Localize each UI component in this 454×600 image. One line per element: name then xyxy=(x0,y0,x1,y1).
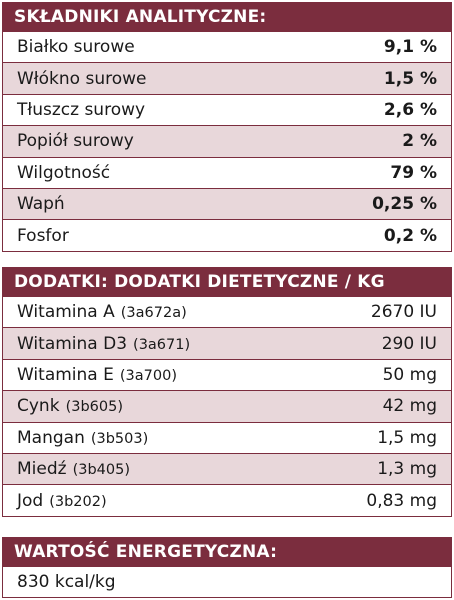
row-value: 50 mg xyxy=(382,364,437,385)
row-label: Jod xyxy=(17,490,44,511)
row-value: 2670 IU xyxy=(370,302,437,323)
row-value: 290 IU xyxy=(381,333,437,354)
table-row: Wapń 0,25 % xyxy=(2,188,452,221)
row-label-group: Cynk (3b605) xyxy=(17,396,123,416)
row-label-group: Witamina A (3a672a) xyxy=(17,302,187,322)
row-label-group: Mangan (3b503) xyxy=(17,428,148,448)
row-code: (3b202) xyxy=(49,493,107,510)
table-row: Mangan (3b503) 1,5 mg xyxy=(2,422,452,454)
row-value: 9,1 % xyxy=(383,37,437,58)
row-label: Wapń xyxy=(17,194,65,215)
row-label: Miedź xyxy=(17,459,67,480)
energy-value: 830 kcal/kg xyxy=(2,567,452,598)
row-label: Wilgotność xyxy=(17,162,111,183)
row-code: (3a700) xyxy=(119,367,177,384)
row-label: Mangan xyxy=(17,427,85,448)
table-row: Cynk (3b605) 42 mg xyxy=(2,391,452,423)
row-label-group: Jod (3b202) xyxy=(17,491,107,511)
table-row: Wilgotność 79 % xyxy=(2,157,452,189)
table-row: Jod (3b202) 0,83 mg xyxy=(2,485,452,517)
table-row: Miedź (3b405) 1,3 mg xyxy=(2,453,452,486)
table-row: Witamina A (3a672a) 2670 IU xyxy=(2,297,452,329)
row-code: (3a671) xyxy=(133,336,191,353)
row-value: 1,3 mg xyxy=(377,459,437,480)
row-value: 0,2 % xyxy=(383,225,437,246)
analytical-header: SKŁADNIKI ANALITYCZNE: xyxy=(2,2,452,32)
analytical-section: SKŁADNIKI ANALITYCZNE: Białko surowe 9,1… xyxy=(2,2,452,252)
table-row: Białko surowe 9,1 % xyxy=(2,32,452,64)
row-label: Witamina A xyxy=(17,302,115,323)
table-row: Witamina E (3a700) 50 mg xyxy=(2,359,452,392)
table-row: Tłuszcz surowy 2,6 % xyxy=(2,94,452,127)
row-label: Popiół surowy xyxy=(17,131,134,152)
row-label: Włókno surowe xyxy=(17,68,147,89)
row-code: (3a672a) xyxy=(120,305,187,322)
row-value: 2,6 % xyxy=(383,99,437,120)
row-label: Fosfor xyxy=(17,225,69,246)
row-code: (3b605) xyxy=(65,399,123,416)
row-value: 79 % xyxy=(390,162,437,183)
row-value: 0,83 mg xyxy=(366,490,437,511)
row-value: 42 mg xyxy=(382,396,437,417)
table-row: Włókno surowe 1,5 % xyxy=(2,63,452,95)
row-label-group: Witamina D3 (3a671) xyxy=(17,334,190,354)
row-label-group: Miedź (3b405) xyxy=(17,459,130,479)
energy-header: WARTOŚĆ ENERGETYCZNA: xyxy=(2,537,452,567)
row-value: 0,25 % xyxy=(372,194,437,215)
row-code: (3b405) xyxy=(72,462,130,479)
table-row: Popiół surowy 2 % xyxy=(2,126,452,158)
row-label: Witamina D3 xyxy=(17,333,128,354)
row-value: 1,5 % xyxy=(383,68,437,89)
table-row: Witamina D3 (3a671) 290 IU xyxy=(2,328,452,360)
row-label: Cynk xyxy=(17,396,60,417)
row-label: Białko surowe xyxy=(17,37,135,58)
row-label-group: Witamina E (3a700) xyxy=(17,365,177,385)
additives-header: DODATKI: DODATKI DIETETYCZNE / KG xyxy=(2,267,452,297)
row-value: 1,5 mg xyxy=(377,427,437,448)
row-value: 2 % xyxy=(402,131,437,152)
row-label: Tłuszcz surowy xyxy=(17,99,146,120)
row-label: Witamina E xyxy=(17,364,114,385)
row-code: (3b503) xyxy=(90,430,149,447)
energy-section: WARTOŚĆ ENERGETYCZNA: 830 kcal/kg xyxy=(2,537,452,598)
additives-section: DODATKI: DODATKI DIETETYCZNE / KG Witami… xyxy=(2,267,452,517)
table-row: Fosfor 0,2 % xyxy=(2,220,452,252)
